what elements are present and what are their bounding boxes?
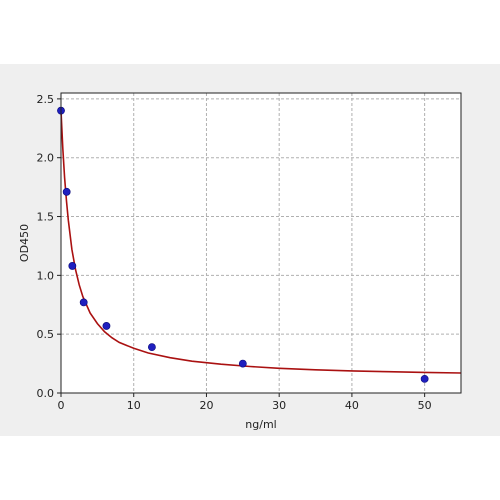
x-tick-label-0: 0 xyxy=(58,399,65,412)
fit-curve xyxy=(60,110,462,374)
data-point-3 xyxy=(79,298,88,307)
chart-svg: 0 10 20 30 40 50 0.0 0.5 1.0 1.5 2.0 2.5 ng/ml OD4… xyxy=(18,92,462,431)
grid xyxy=(61,93,461,393)
x-tick-label-5: 50 xyxy=(418,399,432,412)
x-axis-label: ng/ml xyxy=(245,418,276,431)
x-tick-label-1: 10 xyxy=(127,399,141,412)
data-point-1 xyxy=(62,187,71,196)
y-tick-label-5: 2.5 xyxy=(37,93,55,106)
x-axis-ticks: 0 10 20 30 40 50 xyxy=(58,393,432,412)
y-tick-label-2: 1.0 xyxy=(37,269,55,282)
data-point-4 xyxy=(102,322,111,330)
data-point-7 xyxy=(420,374,429,383)
y-tick-label-3: 1.5 xyxy=(37,211,55,224)
chart-figure: 0 10 20 30 40 50 0.0 0.5 1.0 1.5 2.0 2.5 ng/ml OD4… xyxy=(0,64,500,436)
y-tick-label-0: 0.0 xyxy=(37,387,55,400)
plot-area xyxy=(61,93,461,393)
data-point-2 xyxy=(68,262,77,270)
plot-frame xyxy=(60,92,462,394)
data-point-5 xyxy=(148,343,156,352)
x-tick-label-2: 20 xyxy=(199,399,213,412)
y-axis-ticks: 0.0 0.5 1.0 1.5 2.0 2.5 xyxy=(37,93,61,400)
data-points xyxy=(57,106,429,383)
y-tick-label-1: 0.5 xyxy=(37,328,55,341)
y-tick-label-4: 2.0 xyxy=(37,152,55,165)
x-tick-label-3: 30 xyxy=(272,399,286,412)
data-point-6 xyxy=(238,359,247,368)
y-axis-label: OD450 xyxy=(18,224,31,262)
x-tick-label-4: 40 xyxy=(345,399,359,412)
